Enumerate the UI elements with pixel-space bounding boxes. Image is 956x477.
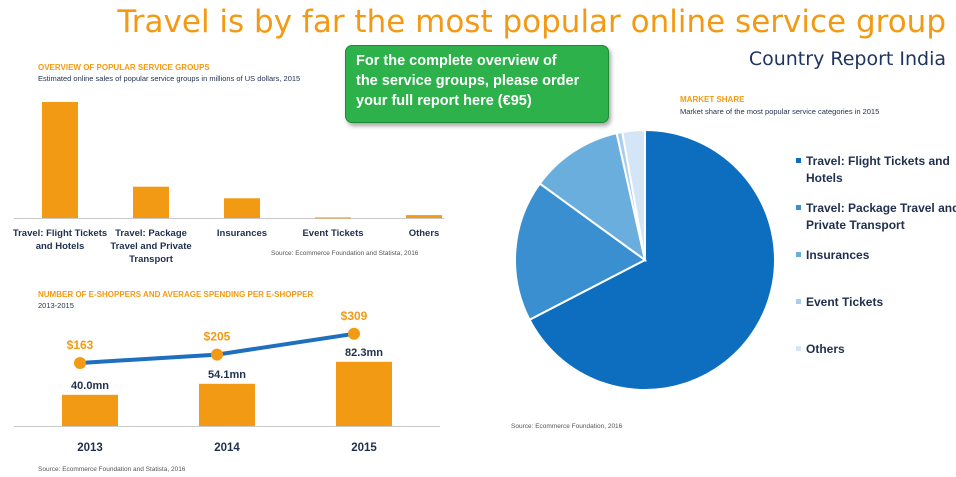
shoppers-bar [62, 394, 118, 426]
legend-swatch [796, 346, 801, 352]
legend-label: Others [806, 342, 845, 356]
shoppers-bar-label: 54.1mn [208, 369, 246, 381]
legend-item: Travel: Flight Tickets and Hotels [796, 153, 950, 187]
pie-slice [621, 128, 646, 261]
market-title: MARKET SHARE [680, 95, 745, 104]
overview-category-label: Others [408, 228, 440, 239]
spending-label: $163 [67, 338, 94, 352]
page-subtitle: Country Report India [748, 48, 946, 70]
overview-bar [315, 217, 351, 219]
legend-label: Travel: Package Travel and [806, 201, 956, 215]
spending-label: $205 [204, 330, 231, 344]
spending-point [348, 327, 360, 340]
market-share-pie-chart [514, 128, 776, 391]
shoppers-title: NUMBER OF E-SHOPPERS AND AVERAGE SPENDIN… [38, 290, 314, 299]
legend-label: Insurances [806, 248, 870, 262]
order-report-button[interactable]: For the complete overview of the service… [345, 45, 609, 123]
legend-item: Insurances [796, 247, 869, 264]
legend-swatch [796, 252, 801, 258]
spending-point [74, 357, 86, 369]
pie-slice [538, 131, 647, 263]
promo-line-2: the service groups, please order [356, 73, 580, 89]
shoppers-bar-label: 40.0mn [71, 380, 109, 392]
shoppers-year-label: 2015 [351, 442, 377, 454]
overview-bar-chart [14, 102, 444, 219]
pie-slice [528, 128, 776, 391]
spending-label: $309 [341, 309, 368, 323]
promo-line-1: For the complete overview of [356, 53, 557, 69]
market-source: Source: Ecommerce Foundation, 2016 [511, 423, 623, 430]
shoppers-year-label: 2014 [214, 442, 240, 454]
overview-category-label: Insurances [216, 228, 268, 239]
shoppers-year-label: 2013 [77, 442, 103, 454]
legend-label: Event Tickets [806, 295, 884, 309]
overview-bar [42, 102, 78, 218]
shoppers-bar-label: 82.3mn [345, 347, 383, 359]
market-subtitle: Market share of the most popular service… [680, 107, 880, 116]
overview-source: Source: Ecommerce Foundation and Statist… [271, 250, 419, 257]
overview-category-label: Travel: Flight Tickets and Hotels [12, 228, 108, 252]
shoppers-subtitle: 2013-2015 [38, 301, 74, 310]
overview-bar [224, 198, 260, 218]
legend-item: Event Tickets [796, 294, 883, 311]
overview-category-label: Event Tickets [302, 228, 364, 239]
overview-subtitle: Estimated online sales of popular servic… [38, 74, 301, 83]
overview-bar [133, 186, 169, 218]
shoppers-bar [336, 361, 392, 426]
overview-category-label: Travel: Package Travel and Private Transpo… [110, 228, 192, 265]
legend-item: Travel: Package Travel and Private Transp… [796, 200, 956, 234]
page-title: Travel is by far the most popular online… [117, 4, 946, 40]
legend-swatch [796, 158, 801, 164]
pie-slice [514, 182, 647, 322]
promo-line-3: your full report here (€95) [356, 93, 532, 109]
legend-swatch [796, 299, 801, 305]
shoppers-combo-chart: 40.0mn 2013 54.1mn 2014 82.3mn 2015 $163 $205 $3… [14, 309, 440, 454]
legend-item: Others [796, 341, 845, 358]
legend-swatch [796, 205, 801, 211]
overview-bar [406, 215, 442, 218]
spending-point [211, 348, 223, 361]
overview-title: OVERVIEW OF POPULAR SERVICE GROUPS [38, 63, 210, 72]
legend-label: Travel: Flight Tickets and [806, 154, 950, 168]
shoppers-source: Source: Ecommerce Foundation and Statist… [38, 466, 186, 473]
shoppers-bar [199, 383, 255, 426]
